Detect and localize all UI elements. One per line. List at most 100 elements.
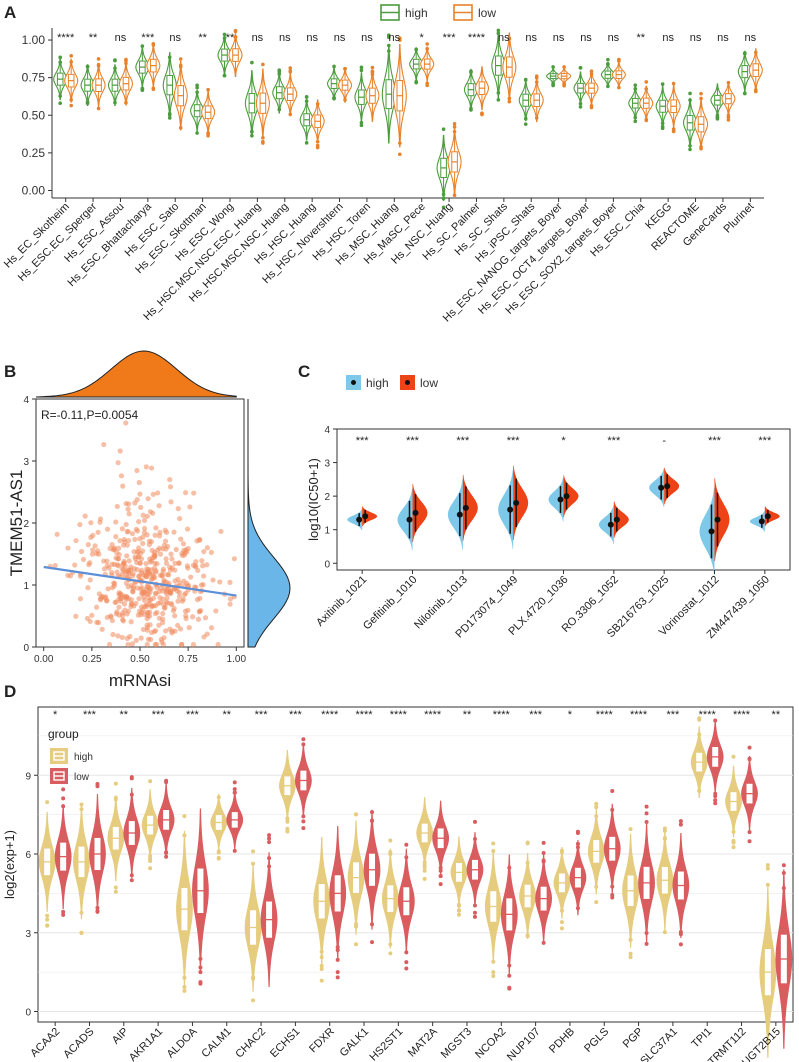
outlier-point xyxy=(96,106,101,111)
outlier-point xyxy=(688,98,692,102)
scatter-point xyxy=(208,549,214,556)
significance-label: ns xyxy=(553,32,565,44)
scatter-point xyxy=(87,618,93,625)
outlier-point xyxy=(644,87,649,91)
significance-label: *** xyxy=(83,709,97,721)
outlier-point xyxy=(575,841,580,846)
outlier-point xyxy=(438,882,443,887)
outlier-point xyxy=(178,63,183,68)
outlier-point xyxy=(61,909,66,914)
outlier-point xyxy=(251,975,256,980)
outlier-point xyxy=(715,117,720,121)
scatter-point xyxy=(171,529,177,535)
scatter-point xyxy=(136,596,142,602)
violin-Axitinib_1021-low xyxy=(362,506,378,527)
outlier-point xyxy=(335,945,340,950)
significance-label: ** xyxy=(226,32,235,44)
mean-point-high xyxy=(658,484,665,491)
scatter-point xyxy=(96,551,102,557)
scatter-point xyxy=(119,634,125,641)
significance-label: ns xyxy=(525,32,537,44)
outlier-point xyxy=(370,65,375,70)
outlier-point xyxy=(688,144,692,148)
x-tick-label: FDXR xyxy=(307,1026,337,1056)
scatter-point xyxy=(82,513,88,519)
scatter-point xyxy=(97,596,104,602)
outlier-point xyxy=(370,72,375,77)
legend-label-high: high xyxy=(74,752,93,763)
scatter-point xyxy=(184,526,191,532)
significance-label: *** xyxy=(758,435,772,447)
outlier-point xyxy=(45,923,50,928)
scatter-point xyxy=(215,641,221,648)
scatter-point xyxy=(180,596,186,602)
scatter-point xyxy=(163,628,169,634)
mean-point-low xyxy=(613,516,620,523)
outlier-point xyxy=(129,878,134,883)
outlier-point xyxy=(267,836,272,841)
scatter-point xyxy=(141,525,148,532)
outlier-point xyxy=(425,47,429,51)
y-axis-title: log2(exp+1) xyxy=(2,830,17,899)
x-tick-label: Nilotinib_1013 xyxy=(412,574,470,632)
scatter-point xyxy=(130,570,136,577)
x-tick-label: AKR1A1 xyxy=(127,1026,165,1062)
outlier-point xyxy=(232,787,237,792)
mean-point-low xyxy=(362,513,369,520)
scatter-point xyxy=(140,540,146,547)
outlier-point xyxy=(697,732,702,737)
outlier-point xyxy=(140,86,145,91)
significance-label: ** xyxy=(89,32,98,44)
mean-point-low xyxy=(664,483,671,490)
panel-label: B xyxy=(4,362,16,381)
outlier-point xyxy=(551,83,555,88)
scatter-point xyxy=(150,491,156,497)
outlier-point xyxy=(491,959,496,964)
outlier-point xyxy=(198,981,203,986)
outlier-point xyxy=(594,801,599,806)
scatter-point xyxy=(125,506,131,512)
outlier-point xyxy=(551,65,555,69)
x-tick-label: UGT2B15 xyxy=(740,1026,783,1062)
outlier-point xyxy=(633,119,638,124)
scatter-point xyxy=(153,641,160,648)
scatter-point xyxy=(132,536,138,542)
outlier-point xyxy=(370,940,375,945)
outlier-point xyxy=(398,152,402,157)
scatter-point xyxy=(143,560,149,567)
outlier-point xyxy=(713,794,718,799)
outlier-point xyxy=(167,116,172,120)
scatter-point xyxy=(168,551,174,557)
outlier-point xyxy=(45,913,50,918)
outlier-point xyxy=(288,112,293,117)
scatter-point xyxy=(85,585,91,591)
scatter-point xyxy=(175,576,181,582)
x-tick-label: ECHS1 xyxy=(268,1026,302,1060)
scatter-point xyxy=(163,589,170,595)
outlier-point xyxy=(534,80,539,84)
outlier-point xyxy=(525,860,530,865)
outlier-point xyxy=(534,76,539,80)
significance-label: * xyxy=(561,435,566,447)
scatter-point xyxy=(176,589,183,596)
outlier-point xyxy=(335,957,340,962)
y-tick-label: 2 xyxy=(23,519,29,530)
x-tick-label: CALM1 xyxy=(199,1026,233,1060)
scatter-point xyxy=(153,525,159,531)
outlier-point xyxy=(222,73,227,78)
outlier-point xyxy=(523,116,528,121)
mean-point-low xyxy=(513,499,520,506)
outlier-point xyxy=(359,120,364,125)
outlier-point xyxy=(335,970,340,975)
outlier-point xyxy=(251,849,256,854)
scatter-point xyxy=(144,513,150,519)
outlier-point xyxy=(660,124,665,129)
outlier-point xyxy=(422,876,427,881)
scatter-point xyxy=(88,534,94,541)
outlier-point xyxy=(491,974,496,979)
y-tick-label: 4 xyxy=(23,395,29,406)
scatter-point xyxy=(85,542,91,548)
outlier-point xyxy=(332,96,336,101)
scatter-point xyxy=(190,614,196,620)
